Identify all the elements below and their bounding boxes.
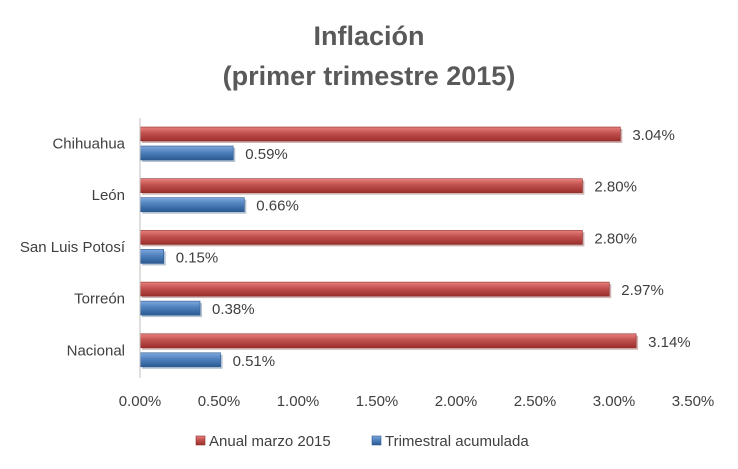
bar-anual <box>139 281 610 297</box>
data-label: 3.04% <box>632 127 675 144</box>
data-label: 0.51% <box>233 353 276 370</box>
data-label: 2.80% <box>594 179 637 196</box>
chart-title-line-2: (primer trimestre 2015) <box>223 61 516 91</box>
x-tick-label: 1.50% <box>356 393 399 410</box>
data-label: 2.80% <box>594 230 637 247</box>
category-label: San Luis Potosí <box>20 239 126 256</box>
bar-trimestral <box>139 249 165 264</box>
category-label: Nacional <box>67 342 125 359</box>
legend-label: Anual marzo 2015 <box>209 433 331 450</box>
chart-title-line-1: Inflación <box>313 21 424 51</box>
bar-anual <box>139 333 637 349</box>
legend: Anual marzo 2015 Trimestral acumulada <box>195 433 529 450</box>
bar-trimestral <box>139 352 221 368</box>
data-label: 0.66% <box>256 198 299 215</box>
x-tick-label: 0.50% <box>198 393 241 410</box>
data-label: 0.38% <box>212 301 255 318</box>
bar-anual <box>139 178 583 193</box>
bar-anual <box>139 230 583 245</box>
data-label: 2.97% <box>621 282 664 299</box>
legend-swatch <box>371 435 382 446</box>
plot-area: Chihuahua 3.04% 0.59% León 2.80% 0.66% San Lui… <box>20 126 691 370</box>
data-label: 0.15% <box>176 249 219 266</box>
legend-label: Trimestral acumulada <box>385 433 529 450</box>
x-tick-label: 1.00% <box>277 393 320 410</box>
x-tick-label: 2.50% <box>514 393 557 410</box>
bar-trimestral <box>139 300 201 316</box>
bar-anual <box>139 126 621 142</box>
x-tick-label: 3.50% <box>672 393 715 410</box>
x-axis-ticks: 0.00% 0.50% 1.00% 1.50% 2.00% 2.50% 3.00% 3.50% <box>119 393 715 410</box>
data-label: 3.14% <box>648 334 691 351</box>
data-label: 0.59% <box>245 146 288 163</box>
x-tick-label: 0.00% <box>119 393 162 410</box>
x-tick-label: 2.00% <box>435 393 478 410</box>
category-label: Torreón <box>74 291 125 308</box>
bar-trimestral <box>139 145 234 161</box>
bar-trimestral <box>139 197 245 212</box>
category-label: León <box>92 187 125 204</box>
legend-swatch <box>195 435 206 446</box>
category-label: Chihuahua <box>52 136 125 153</box>
x-tick-label: 3.00% <box>593 393 636 410</box>
